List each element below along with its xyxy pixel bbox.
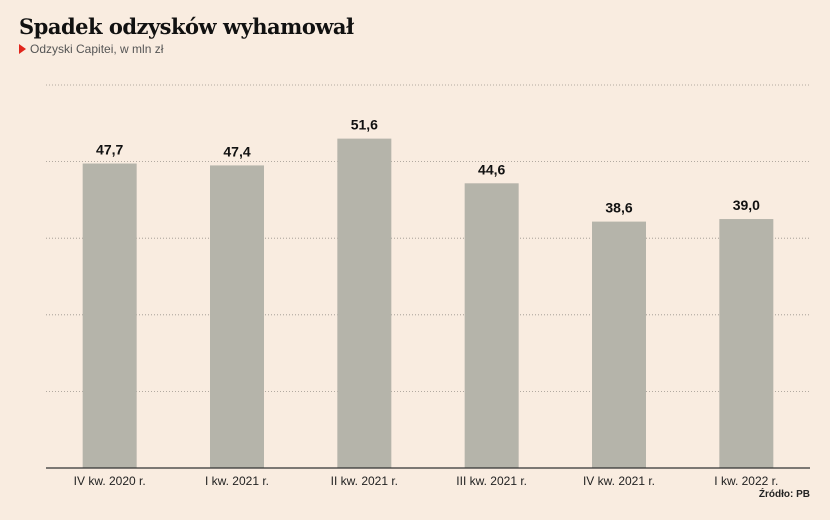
bar (592, 221, 646, 468)
bar (337, 138, 392, 468)
category-label: I kw. 2022 r. (714, 474, 778, 488)
category-label: IV kw. 2020 r. (74, 474, 146, 488)
category-label: I kw. 2021 r. (205, 474, 269, 488)
bar (82, 163, 137, 468)
data-label: 44,6 (478, 161, 505, 177)
chart-title: Spadek odzysków wyhamował (19, 14, 354, 39)
category-label: IV kw. 2021 r. (583, 474, 655, 488)
bar (464, 183, 519, 468)
data-label: 51,6 (351, 117, 378, 133)
data-label: 39,0 (733, 197, 760, 213)
bar (719, 219, 774, 468)
subtitle-text: Odzyski Capitei, w mln zł (30, 42, 164, 56)
chart-subtitle: Odzyski Capitei, w mln zł (19, 42, 163, 56)
category-label: II kw. 2021 r. (331, 474, 398, 488)
source-note: Źródło: PB (758, 489, 810, 500)
data-label: 47,4 (223, 143, 250, 159)
bar (210, 165, 264, 468)
data-label: 47,7 (96, 142, 123, 158)
triangle-marker-icon (19, 44, 26, 54)
data-label: 38,6 (605, 200, 632, 216)
category-label: III kw. 2021 r. (456, 474, 527, 488)
